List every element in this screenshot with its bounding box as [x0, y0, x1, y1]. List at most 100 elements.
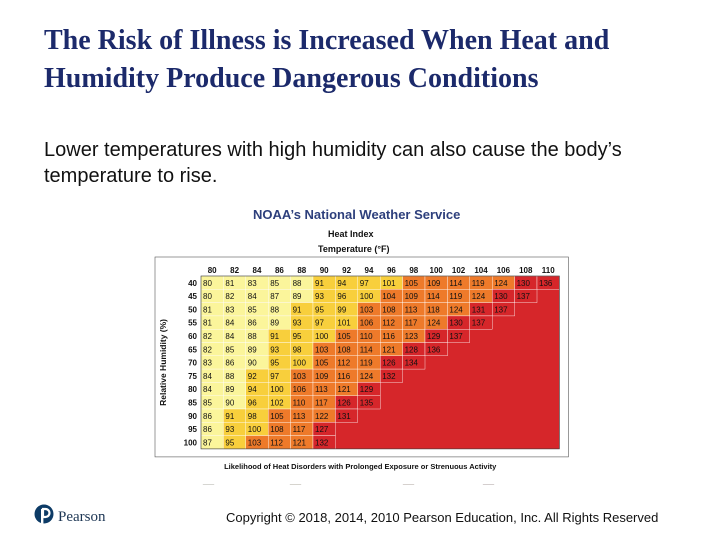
heat-cell-value: 89 [248, 345, 257, 354]
heat-cell [469, 315, 493, 330]
heat-cell-value: 93 [270, 345, 279, 354]
heat-cell-value: 88 [270, 305, 279, 314]
heat-cell-value: 85 [225, 345, 234, 354]
heat-cell-value: 86 [203, 412, 212, 421]
heat-cell-value: 81 [225, 279, 234, 288]
heat-cell-value: 81 [203, 305, 212, 314]
heat-cell-value: 85 [248, 305, 257, 314]
heat-cell-value: 108 [337, 345, 351, 354]
heat-cell-value: 84 [203, 372, 212, 381]
chart-title: NOAA’s National Weather Service [253, 207, 461, 222]
heat-cell-value: 126 [337, 399, 351, 408]
heat-cell-value: 129 [427, 332, 441, 341]
heat-cell-value: 100 [315, 332, 329, 341]
column-header-110: 110 [542, 266, 555, 275]
heat-cell-value: 100 [248, 425, 262, 434]
column-header-108: 108 [519, 266, 533, 275]
heat-cell-value: 127 [315, 425, 329, 434]
heat-cell-value: 100 [360, 292, 374, 301]
copyright-text: Copyright © 2018, 2014, 2010 Pearson Edu… [226, 510, 659, 525]
heat-index-chart: Relative Humidity (%) 80 82 84 86 88 90 92 94 96 9… [154, 256, 569, 485]
column-header-80: 80 [208, 266, 217, 275]
heat-cell-value: 101 [337, 319, 351, 328]
heat-cell-value: 137 [517, 292, 531, 301]
heat-cell-value: 85 [203, 399, 212, 408]
heat-cell-value: 134 [405, 359, 419, 368]
heat-cell-value: 83 [248, 279, 257, 288]
heat-cell-value: 108 [270, 425, 284, 434]
heat-cell-value: 82 [225, 292, 234, 301]
heat-cell-value: 132 [382, 372, 396, 381]
row-header-85: 85 [188, 399, 197, 408]
heat-cell-value: 117 [315, 399, 328, 408]
heat-cell-value: 87 [270, 292, 279, 301]
heat-cell-value: 105 [315, 359, 329, 368]
heat-cell-value: 91 [293, 305, 302, 314]
heat-cell-value: 136 [539, 279, 553, 288]
heat-cell-value: 109 [405, 292, 419, 301]
y-axis-label: Relative Humidity (%) [158, 319, 168, 406]
column-header-106: 106 [497, 266, 511, 275]
column-header-84: 84 [253, 266, 262, 275]
column-header-94: 94 [365, 266, 374, 275]
heat-cell-value: 86 [203, 425, 212, 434]
heat-cell-value: 113 [315, 385, 328, 394]
row-header-75: 75 [188, 372, 197, 381]
heat-cell [402, 355, 426, 370]
heat-cell-value: 95 [293, 332, 302, 341]
heat-cell-value: 86 [225, 359, 234, 368]
heat-cell-value: 98 [248, 412, 257, 421]
heat-cell-value: 89 [225, 385, 234, 394]
heat-cell [514, 289, 538, 303]
heat-cell-value: 100 [293, 359, 307, 368]
heat-cell-value: 106 [293, 385, 307, 394]
heat-cell-value: 86 [248, 319, 257, 328]
heat-cell-value: 113 [293, 412, 306, 421]
heat-cell-value: 85 [270, 279, 279, 288]
heat-cell-value: 121 [337, 385, 351, 394]
heat-cell-value: 131 [337, 412, 351, 421]
row-header-55: 55 [188, 319, 197, 328]
heat-cell-value: 92 [248, 372, 257, 381]
heat-cell-value: 97 [360, 279, 369, 288]
heat-cell-value: 91 [270, 332, 279, 341]
heat-cell-value: 88 [293, 279, 302, 288]
legend-label-0: Caution [217, 484, 243, 485]
heat-cell-value: 110 [360, 332, 373, 341]
heat-cell-value: 103 [293, 372, 307, 381]
heat-cell-value: 82 [203, 332, 212, 341]
column-header-98: 98 [409, 266, 418, 275]
heat-cell-value: 82 [203, 345, 212, 354]
heat-cell [357, 395, 381, 410]
heat-cell-value: 106 [360, 319, 374, 328]
heat-cell-value: 88 [225, 372, 234, 381]
chart-x-label: Temperature (°F) [318, 244, 390, 254]
heat-cell-value: 128 [405, 345, 419, 354]
column-header-82: 82 [230, 266, 239, 275]
heat-cell-value: 121 [293, 438, 307, 447]
heat-cell-value: 110 [293, 399, 306, 408]
chart-subtitle: Heat Index [328, 229, 374, 239]
heat-cell-value: 116 [382, 332, 395, 341]
row-header-45: 45 [188, 292, 197, 301]
heat-cell-value: 122 [315, 412, 329, 421]
heat-cell-value: 95 [270, 359, 279, 368]
heat-cell-value: 130 [517, 279, 531, 288]
row-header-95: 95 [188, 425, 197, 434]
heat-cell-value: 124 [472, 292, 486, 301]
column-header-88: 88 [297, 266, 306, 275]
heat-cell-value: 119 [360, 359, 373, 368]
heat-cell-value: 108 [382, 305, 396, 314]
heat-cell-value: 93 [315, 292, 324, 301]
heat-cell-value: 130 [449, 319, 463, 328]
heat-cell-value: 137 [494, 305, 508, 314]
column-header-100: 100 [430, 266, 444, 275]
heat-cell-value: 109 [315, 372, 329, 381]
heat-cell-value: 81 [203, 319, 212, 328]
heat-cell-value: 135 [360, 399, 374, 408]
heat-cell-value: 99 [337, 305, 346, 314]
heat-cell-value: 97 [270, 372, 279, 381]
heat-cell [447, 328, 470, 343]
row-header-65: 65 [188, 345, 197, 354]
heat-cell-value: 96 [248, 399, 257, 408]
